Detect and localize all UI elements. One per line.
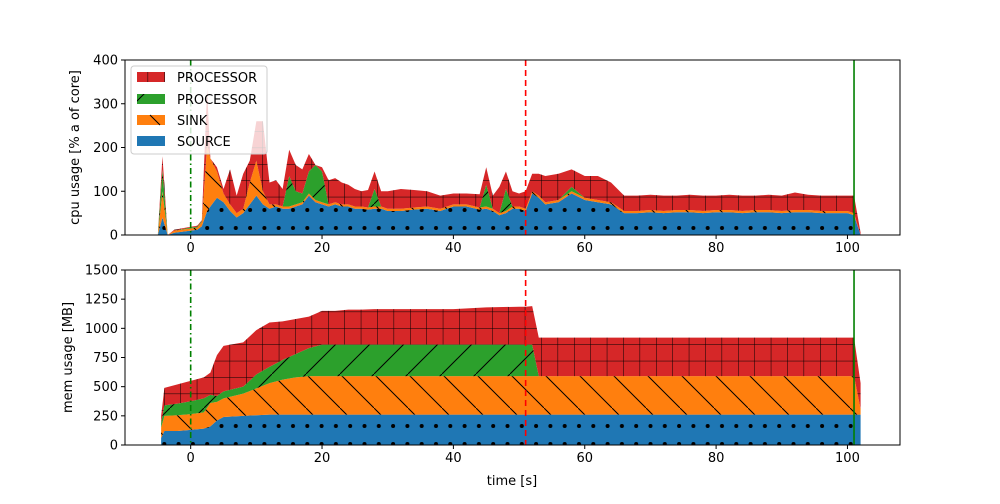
legend-entry-source: SOURCE	[137, 135, 231, 150]
y-tick-label: 750	[93, 351, 118, 366]
area-hatch-sink	[161, 376, 861, 438]
area-hatch-processor-red	[161, 306, 861, 423]
y-tick-label: 200	[93, 141, 118, 156]
cpu-x-ticks: 0 20 40 60 80 100	[187, 235, 860, 256]
legend-label-sink: SINK	[177, 114, 208, 129]
mem-x-axis-label: time [s]	[487, 474, 537, 489]
area-hatch-source	[161, 414, 861, 445]
mem-y-ticks: 0 250 500 750 1000 1250 1500	[85, 264, 125, 454]
y-tick-label: 400	[93, 54, 118, 69]
x-tick-label: 80	[708, 241, 725, 256]
legend-swatch-source	[137, 136, 165, 146]
y-tick-label: 500	[93, 380, 118, 395]
x-tick-label: 0	[187, 451, 195, 466]
cpu-axes: 0 20 40 60 80 100 0 100 200 300 400 cpu usage [% …	[68, 54, 901, 256]
legend-entry-sink: SINK	[137, 114, 208, 129]
y-tick-label: 300	[93, 97, 118, 112]
legend-swatch-sink-hatch	[149, 114, 161, 126]
x-tick-label: 100	[835, 451, 860, 466]
x-tick-label: 40	[445, 451, 462, 466]
mem-area-layers	[161, 306, 861, 445]
y-tick-label: 1250	[85, 293, 118, 308]
y-tick-label: 0	[110, 439, 118, 454]
x-tick-label: 60	[576, 451, 593, 466]
legend-label-source: SOURCE	[177, 135, 231, 150]
x-tick-label: 40	[445, 241, 462, 256]
x-tick-label: 20	[314, 241, 331, 256]
legend-swatch-sink	[137, 115, 165, 125]
y-tick-label: 1000	[85, 322, 118, 337]
cpu-y-axis-label: cpu usage [% a of core]	[68, 70, 83, 225]
y-tick-label: 250	[93, 409, 118, 424]
legend-swatch-processor-red-hatch	[137, 72, 165, 82]
legend-label-processor-red: PROCESSOR	[177, 71, 257, 86]
y-tick-label: 0	[110, 229, 118, 244]
x-tick-label: 100	[835, 241, 860, 256]
area-hatch-source	[157, 193, 861, 235]
legend-entry-processor-red: PROCESSOR	[137, 71, 257, 86]
legend-box	[130, 65, 268, 155]
y-tick-label: 1500	[85, 264, 118, 279]
cpu-y-ticks: 0 100 200 300 400	[93, 54, 125, 244]
x-tick-label: 0	[187, 241, 195, 256]
mem-axes: 0 20 40 60 80 100 0 250 500 750 1000 1250 1500 mem …	[61, 264, 901, 489]
x-tick-label: 20	[314, 451, 331, 466]
x-tick-label: 60	[576, 241, 593, 256]
cpu-area-layers	[157, 88, 861, 235]
mem-y-axis-label: mem usage [MB]	[61, 302, 76, 413]
area-hatch-processor-red	[157, 88, 861, 235]
y-tick-label: 100	[93, 185, 118, 200]
legend-entry-processor-green: PROCESSOR	[137, 93, 257, 108]
legend-label-processor-green: PROCESSOR	[177, 93, 257, 108]
legend: PROCESSOR PROCESSOR SINK SOURCE	[130, 65, 268, 155]
mem-event-lines	[189, 270, 855, 445]
legend-swatch-processor-green-hatch	[137, 94, 165, 104]
area-hatch-processor-green	[161, 344, 861, 428]
mem-x-ticks: 0 20 40 60 80 100	[187, 445, 860, 466]
x-tick-label: 80	[708, 451, 725, 466]
